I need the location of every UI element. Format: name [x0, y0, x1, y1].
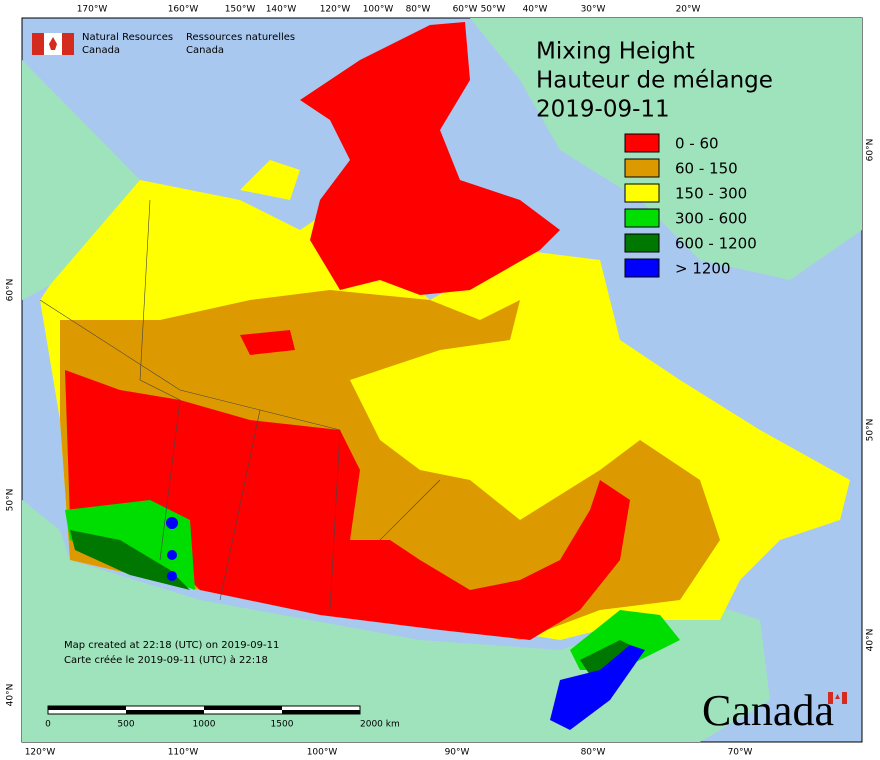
- graticule-label: 70°W: [728, 748, 753, 758]
- graticule-label: 40°N: [866, 629, 876, 652]
- graticule-label: 110°W: [168, 748, 199, 758]
- title-block: Mixing Height Hauteur de mélange 2019-09-1…: [536, 39, 773, 123]
- agency-english: Natural Resources Canada: [82, 32, 173, 56]
- graticule-label: 160°W: [168, 5, 199, 15]
- graticule-label: 100°W: [363, 5, 394, 15]
- graticule-label: 60°N: [866, 139, 876, 162]
- graticule-label: 60°W: [453, 5, 478, 15]
- legend-label: 60 - 150: [675, 160, 738, 178]
- graticule-label: 50°W: [481, 5, 506, 15]
- scale-label: 0: [45, 720, 51, 730]
- graticule-label: 120°W: [25, 748, 56, 758]
- graticule-label: 100°W: [307, 748, 338, 758]
- nrcan-flag: [32, 33, 74, 55]
- scale-label: 500: [117, 720, 134, 730]
- scale-bar: 0 500 1000 1500 2000 km: [45, 705, 400, 730]
- scale-segment: [282, 710, 360, 714]
- legend-swatch: [624, 258, 660, 278]
- graticule-labels: 170°W 160°W 150°W 140°W 120°W 100°W 80°W 60°W 50…: [6, 5, 876, 758]
- graticule-label: 80°W: [406, 5, 431, 15]
- borders: [39, 199, 441, 611]
- wordmark-flag: [828, 692, 847, 704]
- graticule-label: 150°W: [225, 5, 256, 15]
- legend-swatch: [624, 208, 660, 228]
- legend-label: 0 - 60: [675, 135, 719, 153]
- created-note-fr: Carte créée le 2019-09-11 (UTC) à 22:18: [64, 654, 268, 666]
- created-note: Map created at 22:18 (UTC) on 2019-09-11: [64, 640, 279, 651]
- graticule-label: 50°N: [866, 419, 876, 442]
- scale-segment: [204, 706, 282, 710]
- legend-swatch: [624, 233, 660, 253]
- legend-swatch: [624, 183, 660, 203]
- graticule-label: 40°N: [6, 684, 16, 707]
- graticule-label: 80°W: [581, 748, 606, 758]
- scale-label: 1500: [271, 720, 294, 730]
- legend-label: > 1200: [675, 260, 731, 278]
- title-line: Mixing Height: [536, 39, 695, 65]
- legend-label: 600 - 1200: [675, 235, 757, 253]
- wordmark: Canada: [702, 686, 834, 735]
- legend-label: 300 - 600: [675, 210, 747, 228]
- graticule-label: 140°W: [266, 5, 297, 15]
- graticule-label: 20°W: [676, 5, 701, 15]
- scale-label: 2000 km: [360, 720, 400, 730]
- graticule-label: 30°W: [581, 5, 606, 15]
- legend-label: 150 - 300: [675, 185, 747, 203]
- graticule-label: 60°N: [6, 279, 16, 302]
- mixing-height-regions: [40, 22, 850, 730]
- graticule-label: 90°W: [445, 748, 470, 758]
- title-line: 2019-09-11: [536, 97, 670, 123]
- title-line: Hauteur de mélange: [536, 68, 773, 94]
- graticule-label: 50°N: [6, 489, 16, 512]
- legend: 0 - 60 60 - 150 150 - 300 300 - 600 600 - 12…: [624, 133, 757, 278]
- scale-segment: [48, 706, 126, 710]
- graticule-label: 40°W: [523, 5, 548, 15]
- graticule-label: 170°W: [77, 5, 108, 15]
- legend-swatch: [624, 158, 660, 178]
- scale-segment: [126, 710, 204, 714]
- scale-label: 1000: [193, 720, 216, 730]
- agency-french: Ressources naturelles Canada: [186, 32, 295, 56]
- legend-swatch: [624, 133, 660, 153]
- graticule-label: 120°W: [320, 5, 351, 15]
